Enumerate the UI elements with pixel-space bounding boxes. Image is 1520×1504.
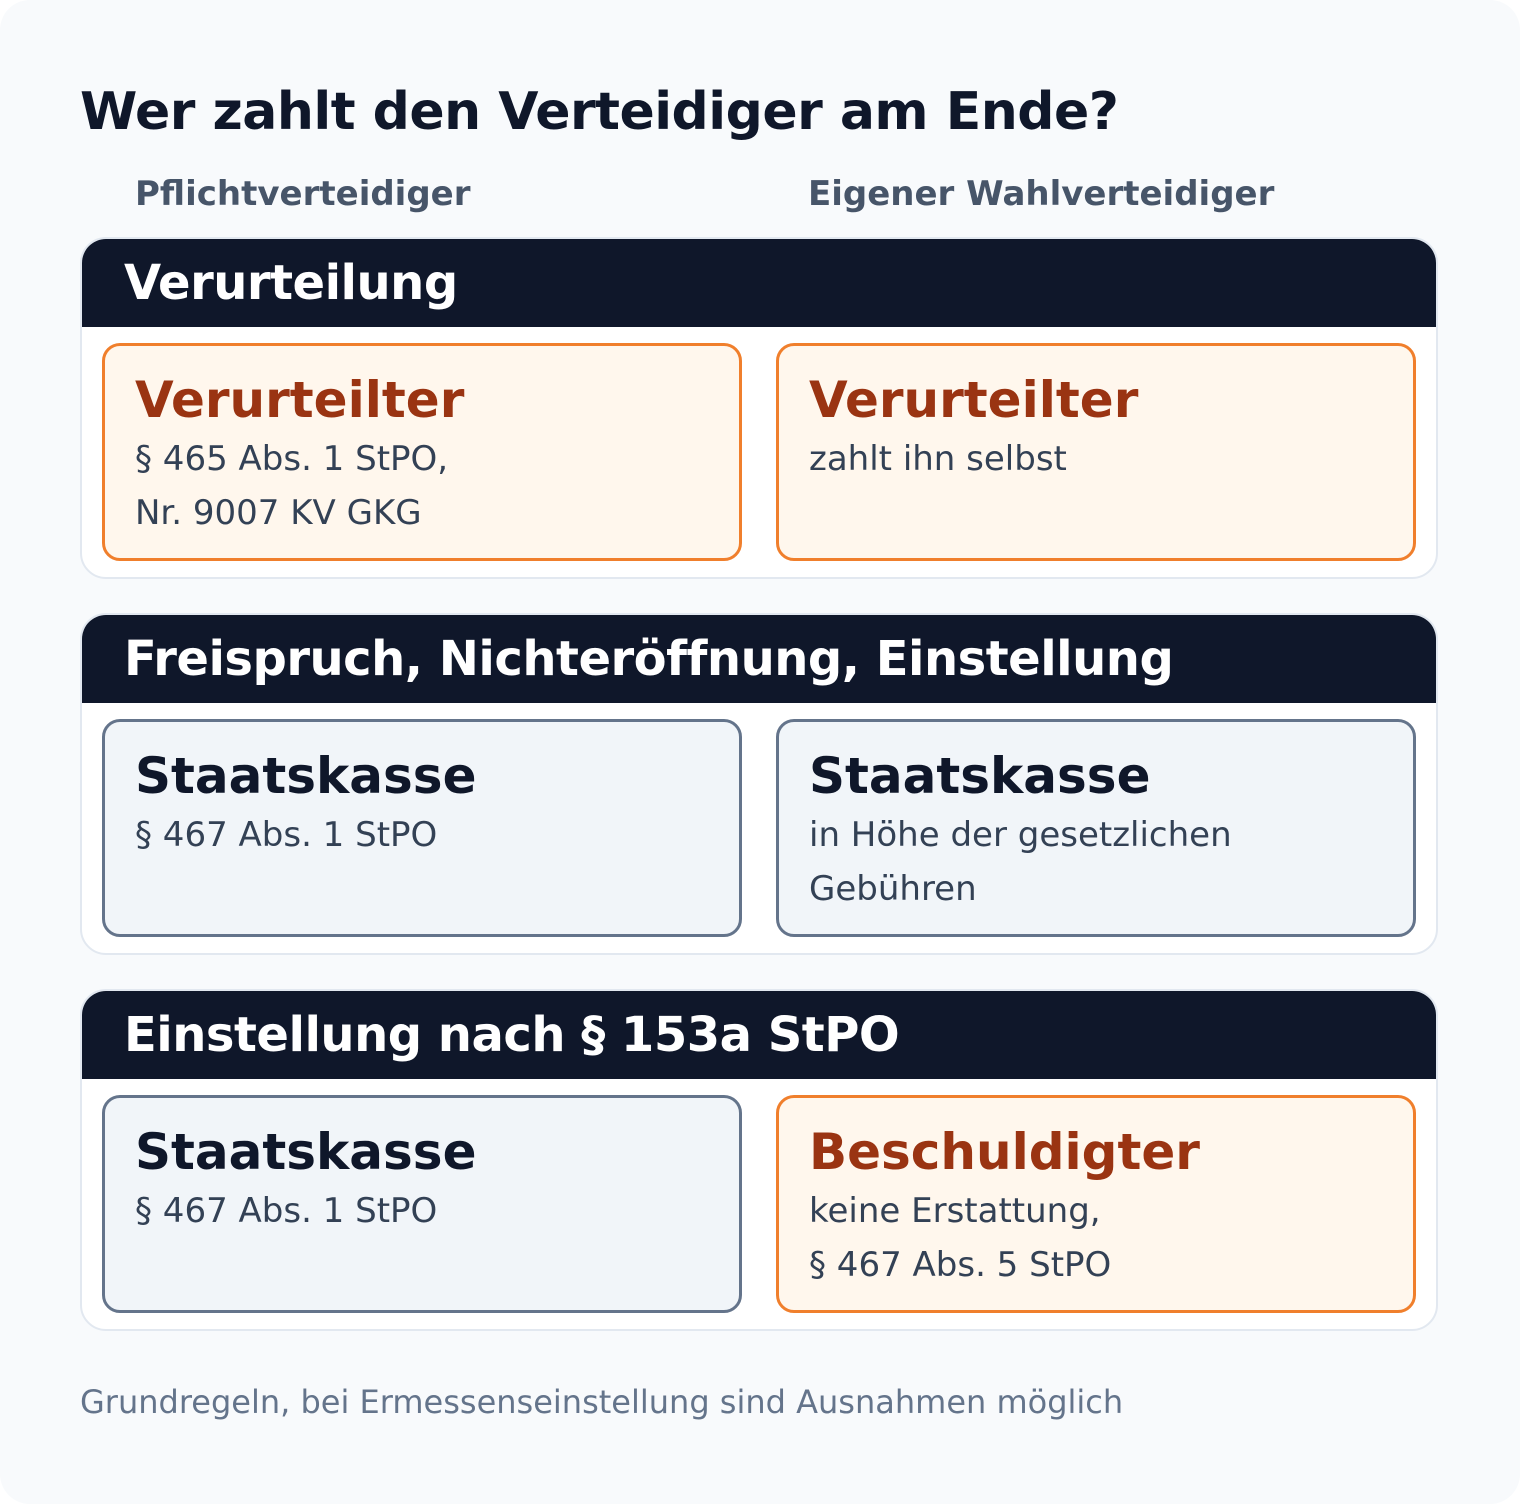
card-wahl-verurteilung: Verurteilter zahlt ihn selbst xyxy=(776,343,1416,561)
card-text: keine Erstattung, § 467 Abs. 5 StPO xyxy=(809,1191,1112,1285)
card-title: Verurteilter xyxy=(135,371,465,429)
section-header: Verurteilung xyxy=(82,239,1436,327)
footnote: Grundregeln, bei Ermessenseinstellung si… xyxy=(80,1383,1124,1421)
card-title: Staatskasse xyxy=(809,747,1151,805)
card-text: zahlt ihn selbst xyxy=(809,439,1067,479)
page-title: Wer zahlt den Verteidiger am Ende? xyxy=(80,82,1119,142)
section-einstellung-153a: Einstellung nach § 153a StPO Staatskasse… xyxy=(80,989,1438,1331)
card-pflicht-verurteilung: Verurteilter § 465 Abs. 1 StPO, Nr. 9007… xyxy=(102,343,742,561)
card-title: Staatskasse xyxy=(135,1123,477,1181)
card-text: § 467 Abs. 1 StPO xyxy=(135,815,438,855)
card-title: Verurteilter xyxy=(809,371,1139,429)
card-title: Staatskasse xyxy=(135,747,477,805)
section-header: Freispruch, Nichteröffnung, Einstellung xyxy=(82,615,1436,703)
card-text: § 467 Abs. 1 StPO xyxy=(135,1191,438,1231)
card-pflicht-freispruch: Staatskasse § 467 Abs. 1 StPO xyxy=(102,719,742,937)
card-wahl-153a: Beschuldigter keine Erstattung, § 467 Ab… xyxy=(776,1095,1416,1313)
section-verurteilung: Verurteilung Verurteilter § 465 Abs. 1 S… xyxy=(80,237,1438,579)
section-freispruch: Freispruch, Nichteröffnung, Einstellung … xyxy=(80,613,1438,955)
card-text: § 465 Abs. 1 StPO, Nr. 9007 KV GKG xyxy=(135,439,449,533)
card-wahl-freispruch: Staatskasse in Höhe der gesetzlichen Geb… xyxy=(776,719,1416,937)
column-header-wahlverteidiger: Eigener Wahlverteidiger xyxy=(808,174,1275,214)
section-header: Einstellung nach § 153a StPO xyxy=(82,991,1436,1079)
card-pflicht-153a: Staatskasse § 467 Abs. 1 StPO xyxy=(102,1095,742,1313)
card-title: Beschuldigter xyxy=(809,1123,1200,1181)
column-header-pflichtverteidiger: Pflichtverteidiger xyxy=(135,174,471,214)
card-text: in Höhe der gesetzlichen Gebühren xyxy=(809,815,1232,909)
